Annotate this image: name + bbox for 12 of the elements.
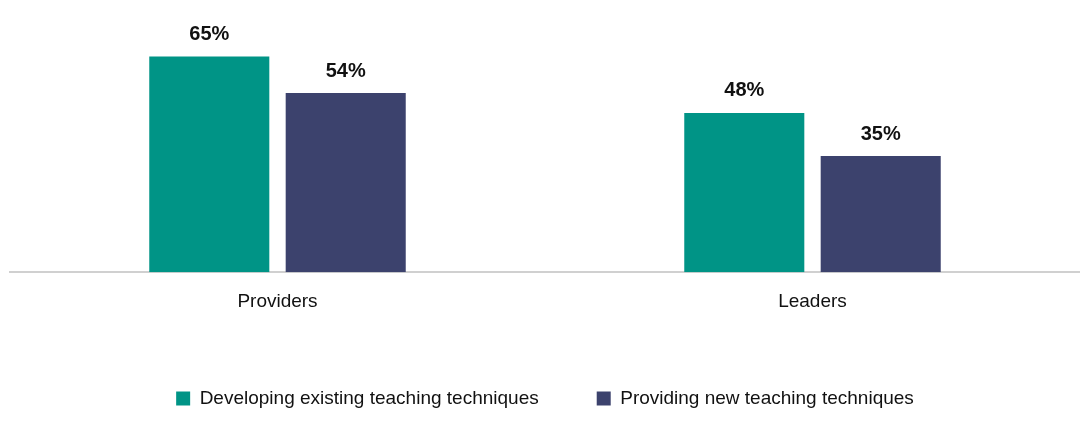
data-label: 35% [860, 121, 901, 144]
data-label: 54% [325, 58, 366, 81]
data-label: 48% [724, 78, 765, 101]
bar [820, 156, 941, 273]
x-tick-label: Providers [237, 289, 318, 311]
data-label: 65% [189, 22, 230, 45]
bar [285, 93, 406, 273]
legend-label: Developing existing teaching techniques [199, 386, 539, 408]
x-tick-label: Leaders [778, 289, 847, 311]
bar [684, 112, 805, 273]
bar [149, 56, 270, 273]
legend-label: Providing new teaching techniques [620, 386, 914, 408]
